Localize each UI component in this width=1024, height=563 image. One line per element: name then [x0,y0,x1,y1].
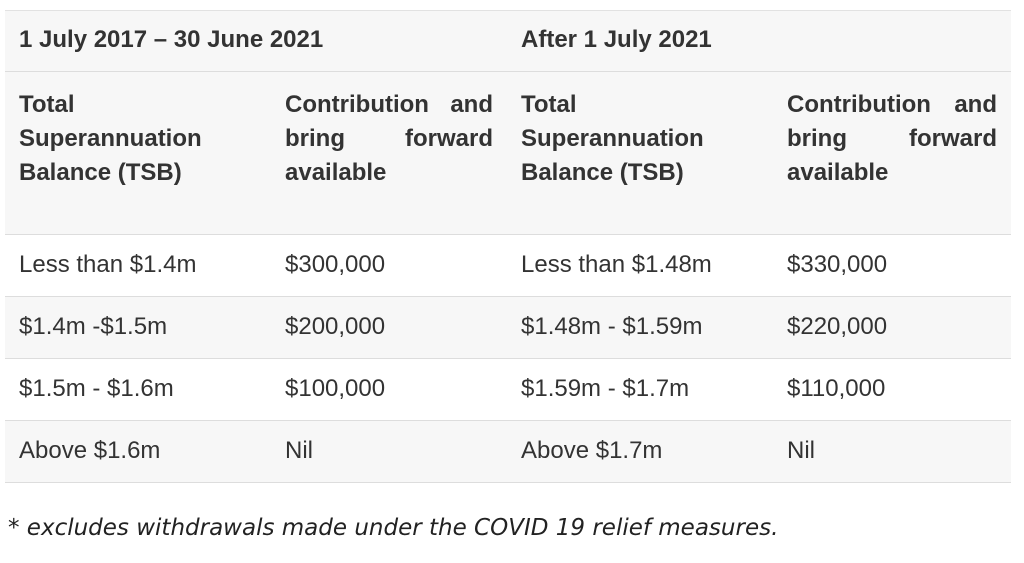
period-header-row: 1 July 2017 – 30 June 2021 After 1 July … [5,10,1011,72]
contribution-caps-table-container: 1 July 2017 – 30 June 2021 After 1 July … [5,10,1011,483]
period-header-2017-2021: 1 July 2017 – 30 June 2021 [5,10,507,72]
column-header-tsb-2017: Total Superannuation Balance (TSB) [5,71,271,235]
table-cell: $330,000 [773,234,1011,297]
table-cell: Nil [271,420,507,483]
table-cell: $1.59m - $1.7m [507,358,773,421]
table-cell: Above $1.6m [5,420,271,483]
column-header-tsb-2021: Total Superannuation Balance (TSB) [507,71,773,235]
table-row: $1.4m -$1.5m $200,000 $1.48m - $1.59m $2… [5,296,1011,359]
column-header-contribution-2017: Contribution and bring forward available [271,71,507,235]
column-header-row: Total Superannuation Balance (TSB) Contr… [5,71,1011,235]
table-cell: $220,000 [773,296,1011,359]
column-header-contribution-2021: Contribution and bring forward available [773,71,1011,235]
table-row: Above $1.6m Nil Above $1.7m Nil [5,420,1011,483]
table-cell: $1.48m - $1.59m [507,296,773,359]
footnote: * excludes withdrawals made under the CO… [8,515,779,541]
period-header-after-2021: After 1 July 2021 [507,10,1011,72]
table-row: Less than $1.4m $300,000 Less than $1.48… [5,234,1011,297]
table-cell: $200,000 [271,296,507,359]
table-cell: Above $1.7m [507,420,773,483]
table-cell: Nil [773,420,1011,483]
contribution-caps-table: 1 July 2017 – 30 June 2021 After 1 July … [5,10,1011,483]
table-cell: $1.4m -$1.5m [5,296,271,359]
table-cell: $100,000 [271,358,507,421]
table-cell: $300,000 [271,234,507,297]
table-cell: Less than $1.4m [5,234,271,297]
table-row: $1.5m - $1.6m $100,000 $1.59m - $1.7m $1… [5,358,1011,421]
table-cell: $110,000 [773,358,1011,421]
table-cell: $1.5m - $1.6m [5,358,271,421]
table-cell: Less than $1.48m [507,234,773,297]
